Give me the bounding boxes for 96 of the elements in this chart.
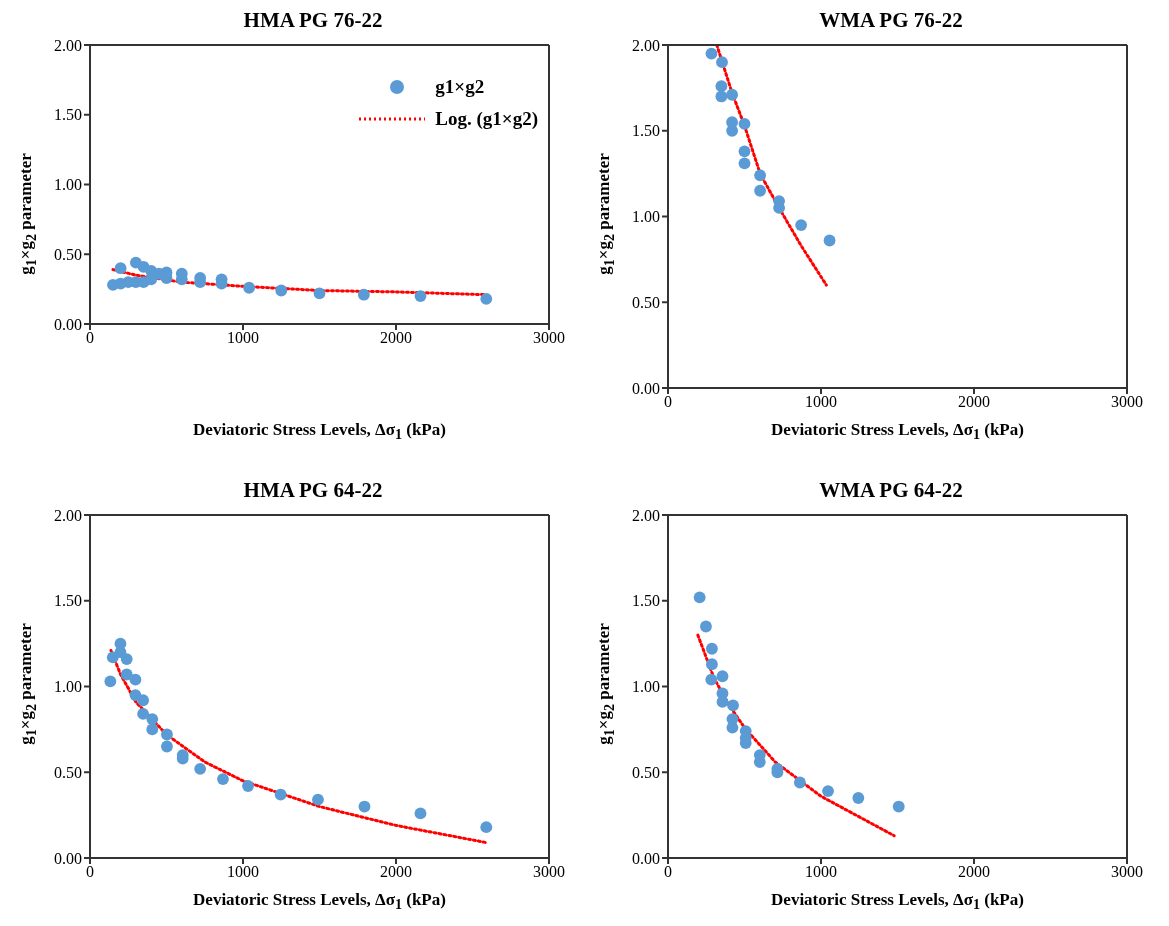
point bbox=[705, 658, 718, 671]
point bbox=[716, 56, 728, 69]
point bbox=[114, 262, 127, 275]
point bbox=[274, 788, 287, 801]
x-tick-label: 3000 bbox=[1111, 863, 1143, 881]
legend-label: Log. (g1×g2) bbox=[435, 108, 538, 130]
y-tick-label: 0.00 bbox=[632, 379, 660, 397]
x-tick-label: 1000 bbox=[805, 393, 837, 411]
y-tick-label: 1.50 bbox=[54, 106, 82, 124]
point bbox=[242, 780, 254, 792]
y-tick-label: 2.00 bbox=[632, 506, 660, 524]
point bbox=[480, 821, 493, 834]
x-tick-label: 3000 bbox=[1111, 393, 1143, 411]
point bbox=[194, 762, 207, 775]
point bbox=[313, 287, 326, 300]
chart-title: HMA PG 64-22 bbox=[243, 478, 383, 502]
point bbox=[705, 673, 718, 686]
point bbox=[161, 728, 173, 741]
y-tick-label: 2.00 bbox=[632, 36, 660, 54]
point bbox=[715, 80, 728, 93]
point bbox=[716, 670, 729, 683]
point bbox=[715, 90, 728, 103]
y-tick-label: 1.00 bbox=[54, 678, 82, 696]
x-tick-label: 1000 bbox=[805, 863, 837, 881]
point bbox=[312, 793, 324, 806]
x-tick-label: 3000 bbox=[533, 329, 565, 347]
chart-title: WMA PG 64-22 bbox=[819, 478, 963, 502]
point bbox=[754, 169, 767, 182]
point bbox=[892, 800, 905, 813]
chart-title: HMA PG 76-22 bbox=[243, 8, 383, 32]
x-tick-label: 2000 bbox=[958, 863, 990, 881]
x-tick-label: 1000 bbox=[227, 329, 259, 347]
y-tick-label: 2.00 bbox=[54, 506, 82, 524]
point bbox=[822, 785, 834, 798]
y-tick-label: 0.00 bbox=[632, 849, 660, 867]
point bbox=[738, 117, 751, 130]
point bbox=[357, 288, 370, 301]
x-tick-label: 0 bbox=[664, 393, 672, 411]
y-tick-label: 0.00 bbox=[54, 315, 82, 333]
legend-label: g1×g2 bbox=[435, 76, 485, 98]
y-tick-label: 1.00 bbox=[632, 208, 660, 226]
point bbox=[705, 47, 718, 60]
point bbox=[705, 642, 718, 655]
y-tick-label: 0.00 bbox=[54, 849, 82, 867]
point bbox=[693, 591, 706, 604]
point bbox=[275, 284, 288, 297]
point bbox=[146, 723, 159, 736]
x-tick-label: 2000 bbox=[380, 863, 412, 881]
point bbox=[754, 184, 767, 197]
y-tick-label: 1.50 bbox=[54, 592, 82, 610]
y-tick-label: 1.00 bbox=[54, 176, 82, 194]
y-tick-label: 1.00 bbox=[632, 678, 660, 696]
y-tick-label: 0.50 bbox=[54, 763, 82, 781]
x-axis-title: Deviatoric Stress Levels, Δσ$_{1}$ (kPa) bbox=[193, 420, 446, 443]
line-series bbox=[696, 633, 896, 838]
point bbox=[727, 699, 739, 712]
chart-title: WMA PG 76-22 bbox=[819, 8, 963, 32]
x-tick-label: 1000 bbox=[227, 863, 259, 881]
y-tick-label: 0.50 bbox=[54, 245, 82, 263]
x-tick-label: 0 bbox=[86, 329, 94, 347]
point bbox=[738, 157, 751, 170]
point bbox=[129, 673, 142, 686]
x-tick-label: 3000 bbox=[533, 863, 565, 881]
point bbox=[738, 145, 751, 158]
point bbox=[795, 219, 808, 231]
x-tick-label: 0 bbox=[86, 863, 94, 881]
x-tick-label: 2000 bbox=[380, 329, 412, 347]
x-tick-label: 0 bbox=[664, 863, 672, 881]
point bbox=[726, 88, 739, 101]
y-tick-label: 2.00 bbox=[54, 36, 82, 54]
point bbox=[161, 740, 173, 753]
x-axis-title: Deviatoric Stress Levels, Δσ$_{1}$ (kPa) bbox=[193, 890, 446, 913]
point bbox=[120, 668, 133, 681]
point bbox=[243, 281, 256, 294]
x-axis-title: Deviatoric Stress Levels, Δσ$_{1}$ (kPa) bbox=[771, 890, 1024, 913]
y-tick-label: 0.50 bbox=[632, 293, 660, 311]
point bbox=[120, 653, 133, 665]
point bbox=[414, 290, 427, 303]
point bbox=[137, 694, 150, 707]
point bbox=[358, 800, 371, 813]
point bbox=[104, 675, 117, 688]
x-tick-label: 2000 bbox=[958, 393, 990, 411]
point bbox=[480, 292, 493, 305]
point bbox=[793, 776, 806, 789]
point bbox=[146, 713, 159, 725]
point bbox=[823, 234, 836, 247]
point bbox=[137, 708, 150, 720]
x-axis-title: Deviatoric Stress Levels, Δσ$_{1}$ (kPa) bbox=[771, 420, 1024, 443]
y-tick-label: 0.50 bbox=[632, 763, 660, 781]
point bbox=[852, 792, 865, 804]
point bbox=[716, 696, 729, 708]
point bbox=[700, 620, 712, 633]
y-tick-label: 1.50 bbox=[632, 592, 660, 610]
y-tick-label: 1.50 bbox=[632, 122, 660, 140]
point bbox=[217, 773, 229, 786]
point bbox=[414, 807, 427, 820]
